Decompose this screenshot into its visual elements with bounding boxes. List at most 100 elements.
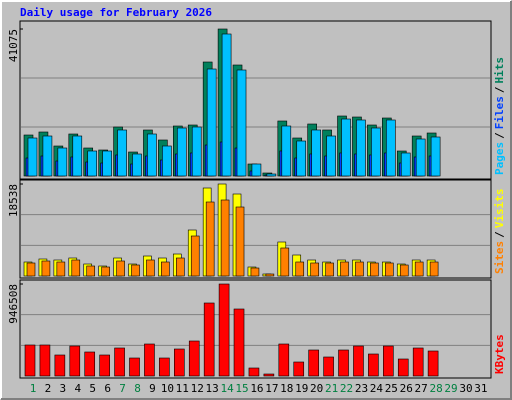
bar: [265, 273, 275, 277]
legend-entry: KBytes: [493, 334, 506, 374]
bar: [161, 261, 170, 277]
bar: [385, 262, 394, 277]
bar: [147, 133, 157, 177]
bar: [386, 119, 396, 177]
bar: [56, 261, 66, 277]
bar: [99, 354, 110, 377]
legend-separator: /: [493, 86, 506, 93]
bar: [191, 126, 202, 177]
bar: [340, 261, 349, 277]
bar: [26, 262, 36, 277]
bar: [69, 345, 81, 377]
bar: [27, 137, 38, 177]
x-tick-label: 21: [325, 382, 338, 395]
x-tick-label: 4: [74, 382, 81, 395]
bar: [221, 33, 232, 177]
bar: [295, 261, 305, 277]
bar: [412, 347, 424, 377]
x-tick-label: 14: [220, 382, 234, 395]
x-tick-label: 8: [134, 382, 141, 395]
x-tick-label: 27: [415, 382, 428, 395]
x-tick-label: 16: [250, 382, 263, 395]
bar: [86, 265, 96, 277]
bar: [144, 343, 155, 377]
chart-title: Daily usage for February 2026: [20, 6, 212, 19]
bar: [71, 259, 81, 277]
legend: Sites / Visits: [493, 189, 506, 275]
bar: [355, 261, 364, 277]
x-tick-label: 9: [149, 382, 156, 395]
bar: [427, 350, 439, 377]
bar: [235, 206, 245, 277]
bar: [400, 152, 411, 177]
x-tick-label: 25: [385, 382, 398, 395]
panel: [19, 279, 492, 379]
bar: [206, 68, 217, 177]
bar: [205, 201, 215, 277]
bar: [233, 308, 245, 377]
legend-entry: Files: [493, 96, 506, 129]
bar: [101, 266, 110, 277]
bar: [248, 367, 260, 377]
bar: [310, 262, 319, 277]
bar: [371, 127, 381, 177]
x-tick-label: 2: [45, 382, 52, 395]
bar: [430, 136, 441, 177]
bar: [114, 347, 125, 377]
x-tick-label: 28: [429, 382, 442, 395]
bar: [57, 147, 68, 177]
legend-entry: Pages: [493, 142, 506, 175]
bar: [146, 259, 155, 277]
bar: [341, 118, 351, 177]
bar: [162, 145, 172, 177]
bar: [326, 135, 336, 177]
bar: [323, 356, 334, 377]
bar: [220, 199, 230, 277]
bar: [39, 344, 51, 377]
bar: [54, 354, 66, 377]
bar: [397, 358, 409, 377]
bar: [278, 343, 290, 377]
bar: [368, 353, 379, 377]
bar: [24, 344, 36, 377]
y-tick-label: 946508: [7, 284, 20, 324]
legend-separator: /: [493, 231, 506, 238]
bar: [84, 351, 96, 377]
bar: [415, 138, 426, 177]
bar: [251, 163, 262, 177]
bar: [308, 349, 319, 377]
legend-entry: Hits: [493, 57, 506, 84]
x-tick-label: 15: [235, 382, 248, 395]
bar: [72, 135, 83, 177]
bar: [131, 264, 140, 277]
bar: [190, 235, 200, 277]
x-tick-label: 24: [370, 382, 384, 395]
legend-separator: /: [493, 132, 506, 139]
bar: [218, 283, 230, 377]
bar: [159, 357, 170, 377]
x-tick-label: 29: [444, 382, 457, 395]
bar: [325, 262, 334, 277]
x-tick-label: 3: [60, 382, 67, 395]
bar: [174, 348, 185, 377]
y-tick-label: 18538: [7, 184, 20, 217]
bar: [117, 129, 127, 177]
x-tick-label: 31: [474, 382, 487, 395]
bar: [356, 119, 366, 177]
bar: [250, 267, 260, 277]
bar: [338, 349, 349, 377]
bar: [414, 261, 424, 277]
x-tick-label: 23: [355, 382, 368, 395]
bar: [42, 135, 53, 177]
bar: [293, 361, 305, 377]
bar: [132, 153, 142, 177]
x-tick-label: 18: [280, 382, 293, 395]
bar: [116, 260, 125, 277]
bar: [263, 373, 275, 377]
bar: [383, 345, 394, 377]
legend-entry: Visits: [493, 189, 506, 229]
x-tick-label: 5: [89, 382, 96, 395]
